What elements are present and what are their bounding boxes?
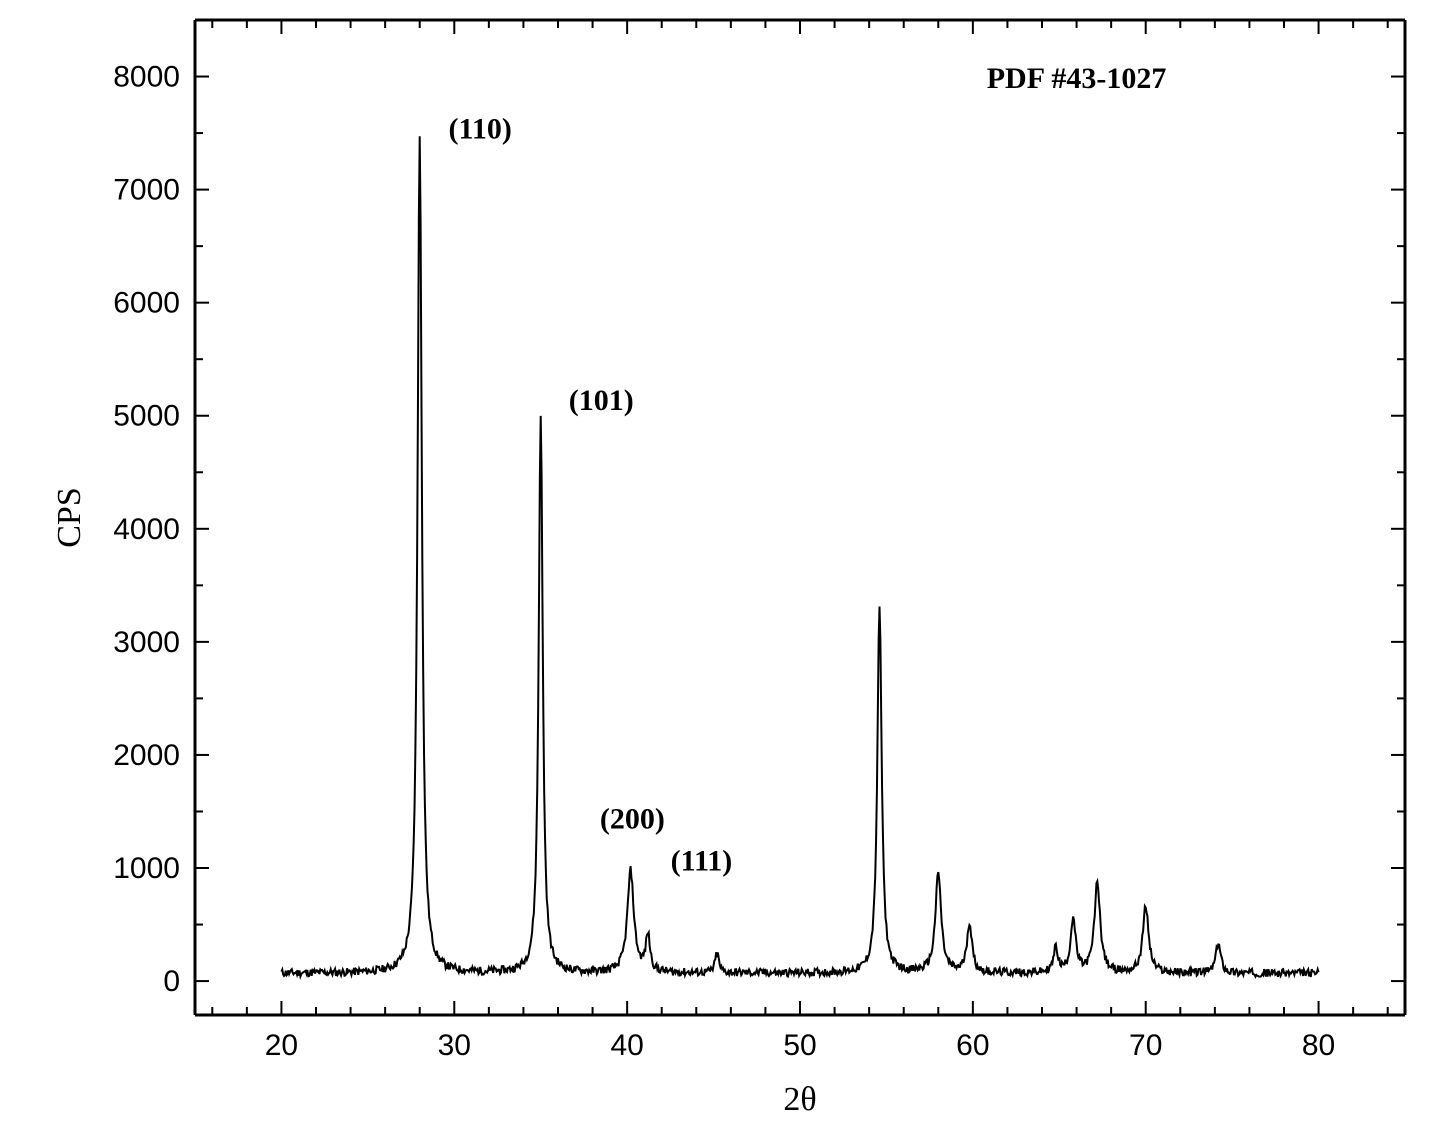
annotation: (110) bbox=[449, 113, 512, 146]
annotation: (111) bbox=[671, 844, 733, 877]
y-tick-label: 3000 bbox=[113, 626, 180, 659]
annotation: (101) bbox=[569, 384, 634, 417]
x-tick-label: 50 bbox=[783, 1029, 816, 1062]
chart-svg: 20 30 40 50 60 70 80 0 1000 2000 3000 4000 5000 6000 7… bbox=[0, 0, 1444, 1137]
y-axis-label: CPS bbox=[51, 487, 88, 548]
x-tick-label: 40 bbox=[610, 1029, 643, 1062]
y-tick-label: 6000 bbox=[113, 287, 180, 320]
annotation: (200) bbox=[600, 802, 665, 835]
y-tick-label: 2000 bbox=[113, 739, 180, 772]
xrd-chart: 20 30 40 50 60 70 80 0 1000 2000 3000 4000 5000 6000 7… bbox=[0, 0, 1444, 1137]
x-tick-label: 60 bbox=[956, 1029, 989, 1062]
x-tick-label: 70 bbox=[1129, 1029, 1162, 1062]
x-tick-label: 20 bbox=[265, 1029, 298, 1062]
y-tick-label: 1000 bbox=[113, 852, 180, 885]
y-tick-label: 5000 bbox=[113, 400, 180, 433]
y-tick-label: 0 bbox=[163, 965, 180, 998]
x-tick-label: 80 bbox=[1302, 1029, 1335, 1062]
annotation: PDF #43-1027 bbox=[987, 62, 1167, 95]
y-tick-label: 8000 bbox=[113, 61, 180, 94]
y-tick-label: 7000 bbox=[113, 174, 180, 207]
x-axis-label: 2θ bbox=[783, 1081, 816, 1118]
x-tick-label: 30 bbox=[438, 1029, 471, 1062]
y-tick-label: 4000 bbox=[113, 513, 180, 546]
